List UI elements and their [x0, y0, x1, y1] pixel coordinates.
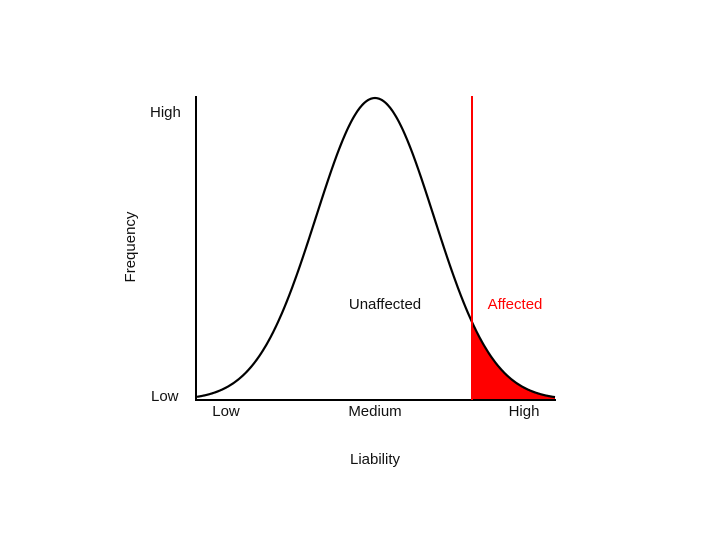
x-axis-medium: Medium — [348, 403, 401, 420]
y-axis-label: Frequency — [122, 211, 139, 282]
x-axis-low: Low — [212, 403, 240, 420]
affected-label: Affected — [488, 296, 543, 313]
unaffected-label: Unaffected — [349, 296, 421, 313]
distribution-curve — [196, 96, 556, 399]
x-axis-label: Liability — [350, 451, 401, 468]
x-axis-high: High — [509, 403, 540, 420]
y-axis-high: High — [150, 104, 181, 121]
affected-area — [472, 322, 555, 400]
y-axis-low: Low — [151, 388, 179, 405]
